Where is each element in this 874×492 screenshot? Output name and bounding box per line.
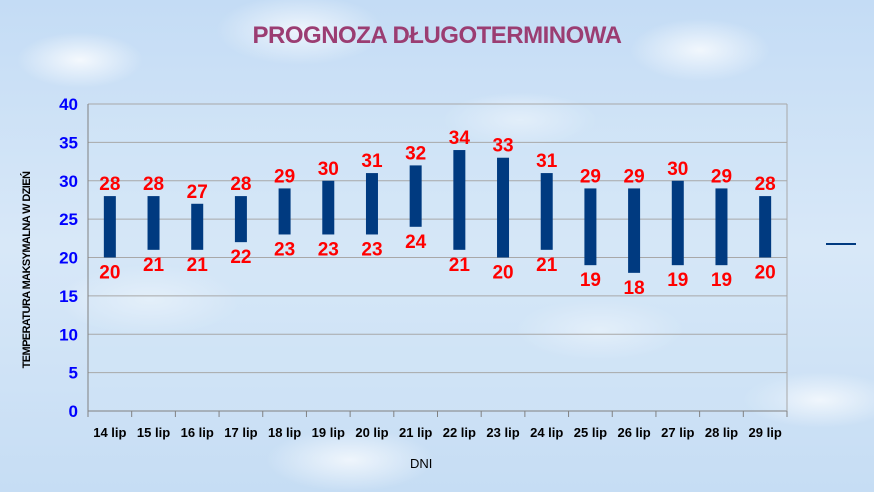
range-bar — [628, 188, 641, 273]
chart-title: PROGNOZA DŁUGOTERMINOWA — [252, 22, 622, 49]
y-tick-label: 25 — [59, 210, 78, 229]
low-data-label: 21 — [143, 255, 165, 276]
high-data-label: 29 — [711, 166, 732, 187]
x-tick-label: 22 lip — [443, 425, 476, 440]
high-data-label: 28 — [143, 174, 164, 195]
x-tick-label: 26 lip — [617, 425, 650, 440]
range-bar — [453, 150, 466, 250]
high-data-label: 32 — [405, 143, 426, 164]
x-tick-label: 18 lip — [268, 425, 301, 440]
range-bar — [191, 203, 204, 250]
low-data-label: 19 — [711, 270, 732, 291]
y-tick-label: 15 — [59, 287, 78, 306]
x-tick-label: 23 lip — [486, 425, 519, 440]
x-tick-label: 14 lip — [93, 425, 126, 440]
high-data-label: 29 — [274, 166, 295, 187]
y-tick-label: 40 — [59, 95, 78, 114]
y-tick-label: 0 — [69, 402, 78, 421]
x-tick-label: 25 lip — [574, 425, 607, 440]
range-bar — [497, 157, 510, 258]
range-bar — [409, 165, 422, 227]
low-data-label: 21 — [449, 255, 471, 276]
legend-marker — [826, 243, 856, 245]
high-data-label: 27 — [187, 182, 208, 203]
high-data-label: 28 — [230, 174, 251, 195]
range-bar — [278, 188, 291, 235]
x-tick-label: 27 lip — [661, 425, 694, 440]
low-data-label: 20 — [99, 263, 120, 284]
low-data-label: 24 — [405, 232, 427, 253]
low-data-label: 19 — [667, 270, 688, 291]
x-axis-label: DNI — [410, 456, 433, 471]
high-data-label: 31 — [361, 151, 383, 172]
range-bar — [715, 188, 728, 266]
range-bar — [759, 196, 772, 258]
high-data-label: 34 — [449, 128, 471, 149]
low-data-label: 21 — [187, 255, 209, 276]
high-data-label: 30 — [667, 159, 688, 180]
range-bar — [103, 196, 116, 258]
x-tick-label: 16 lip — [181, 425, 214, 440]
range-bar — [671, 180, 684, 266]
low-data-label: 22 — [230, 247, 251, 268]
x-tick-label: 15 lip — [137, 425, 170, 440]
range-bar — [540, 173, 553, 250]
x-tick-label: 24 lip — [530, 425, 563, 440]
high-data-label: 31 — [536, 151, 558, 172]
y-tick-label: 10 — [59, 325, 78, 344]
y-tick-label: 5 — [69, 364, 78, 383]
x-tick-label: 29 lip — [749, 425, 782, 440]
low-data-label: 23 — [274, 239, 295, 260]
x-tick-label: 20 lip — [355, 425, 388, 440]
high-data-label: 28 — [755, 174, 776, 195]
range-bar — [234, 196, 247, 243]
high-data-label: 29 — [580, 166, 601, 187]
low-data-label: 19 — [580, 270, 601, 291]
range-bar — [322, 180, 335, 235]
x-tick-label: 17 lip — [224, 425, 257, 440]
y-axis-label: TEMPERATURA MAKSYMALNA W DZIEŃ — [21, 171, 33, 369]
x-tick-label: 28 lip — [705, 425, 738, 440]
range-bar — [584, 188, 597, 266]
low-data-label: 20 — [492, 263, 513, 284]
low-data-label: 21 — [536, 255, 558, 276]
high-data-label: 29 — [624, 166, 645, 187]
range-bar — [147, 196, 160, 250]
x-tick-label: 19 lip — [312, 425, 345, 440]
y-tick-label: 35 — [59, 133, 78, 152]
y-tick-label: 30 — [59, 172, 78, 191]
low-data-label: 23 — [318, 239, 339, 260]
low-data-label: 23 — [361, 239, 382, 260]
y-tick-label: 20 — [59, 249, 78, 268]
low-data-label: 20 — [755, 263, 776, 284]
range-bar — [365, 173, 378, 235]
x-tick-label: 21 lip — [399, 425, 432, 440]
low-data-label: 18 — [624, 278, 645, 299]
high-data-label: 30 — [318, 159, 339, 180]
high-data-label: 28 — [99, 174, 120, 195]
high-data-label: 33 — [492, 136, 513, 157]
